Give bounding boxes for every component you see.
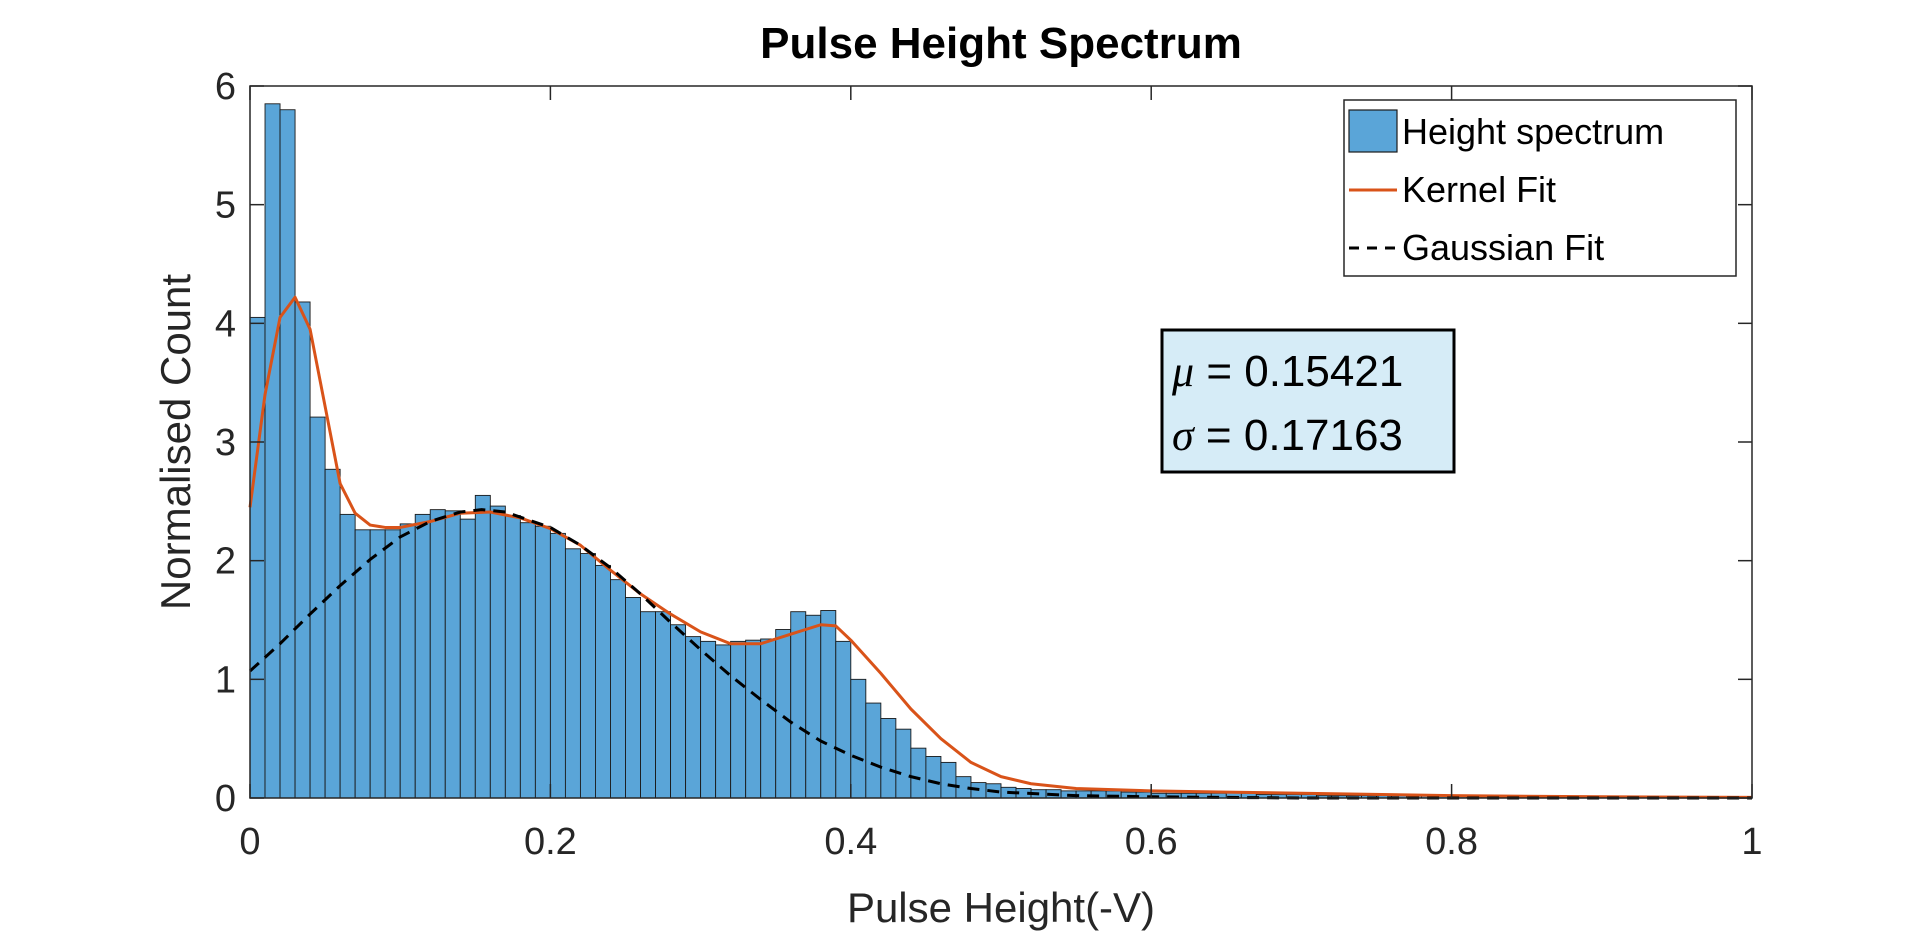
histogram-bar: [610, 579, 626, 799]
gaussian-fit-line: [248, 508, 1752, 800]
histogram-bar: [820, 610, 837, 799]
y-tick-label: 3: [215, 422, 236, 464]
histogram-bar: [850, 678, 867, 799]
histogram-bar: [835, 640, 852, 799]
legend-label-gaussian: Gaussian Fit: [1402, 227, 1604, 268]
chart-title: Pulse Height Spectrum: [760, 19, 1242, 68]
histogram-bar: [369, 529, 386, 799]
histogram-bar: [519, 522, 536, 799]
histogram-bar: [384, 529, 401, 799]
histogram-bar: [264, 103, 281, 799]
y-axis-ticks: 0 1 2 3 4 5 6: [215, 66, 1752, 820]
histogram-bar: [459, 518, 476, 799]
y-axis-label: Normalised Count: [152, 274, 199, 610]
mu-symbol: μ: [1171, 347, 1194, 396]
sigma-symbol: σ: [1172, 411, 1196, 460]
histogram-bar: [685, 636, 702, 799]
histogram-bar: [399, 523, 416, 799]
x-axis-ticks: 0 0.2 0.4 0.6 0.8 1: [239, 86, 1763, 863]
mu-annotation: μ = 0.15421: [1171, 347, 1403, 396]
mu-value: = 0.15421: [1194, 347, 1403, 396]
histogram-bar: [489, 505, 506, 799]
histogram-bar: [324, 468, 341, 799]
y-tick-label: 2: [215, 541, 236, 583]
histogram-bar: [925, 756, 942, 799]
histogram-bar: [760, 638, 777, 799]
histogram-bar: [339, 513, 356, 799]
legend-label-histogram: Height spectrum: [1402, 111, 1664, 152]
histogram-bar: [564, 548, 581, 799]
histogram-bar: [790, 611, 807, 799]
sigma-annotation: σ = 0.17163: [1172, 411, 1403, 460]
kernel-fit-line: [248, 295, 1753, 799]
x-tick-label: 0: [239, 821, 260, 863]
histogram-bar: [625, 597, 641, 799]
histogram-bar: [655, 611, 672, 799]
y-tick-label: 0: [215, 778, 236, 820]
histogram-bar: [579, 553, 596, 799]
x-tick-label: 0.2: [524, 821, 577, 863]
histogram-bar: [700, 640, 717, 799]
histogram-bar: [444, 510, 461, 799]
histogram-bar: [865, 702, 882, 799]
histogram-bar: [895, 728, 912, 799]
x-tick-label: 0.8: [1425, 821, 1478, 863]
histogram-bar: [745, 639, 762, 799]
histogram-bar: [880, 718, 897, 799]
histogram-bar: [595, 564, 611, 799]
histogram-bar: [640, 611, 656, 799]
fit-lines: [248, 295, 1753, 800]
histogram-bar: [504, 515, 521, 799]
histogram-bar: [940, 761, 957, 799]
histogram-bar: [534, 525, 551, 799]
x-axis-label: Pulse Height(-V): [847, 884, 1155, 931]
legend-box: [1343, 99, 1737, 277]
legend-swatch-histogram: [1348, 109, 1398, 153]
histogram-bar: [279, 109, 296, 799]
histogram-bar: [910, 747, 927, 799]
histogram-bar: [294, 301, 311, 799]
histogram-bar: [670, 624, 687, 799]
x-tick-label: 1: [1741, 821, 1762, 863]
stats-box: [1160, 328, 1456, 474]
histogram-bar: [249, 316, 266, 799]
histogram-bar: [429, 509, 446, 799]
sigma-value: = 0.17163: [1194, 411, 1403, 460]
histogram-bar: [549, 532, 566, 799]
histogram-bar: [414, 513, 431, 799]
y-tick-label: 6: [215, 66, 236, 108]
x-tick-label: 0.4: [824, 821, 877, 863]
y-tick-label: 4: [215, 303, 236, 345]
y-tick-label: 5: [215, 185, 236, 227]
histogram-bar: [730, 640, 747, 799]
x-tick-label: 0.6: [1125, 821, 1178, 863]
histogram-bar: [474, 494, 491, 799]
legend-label-kernel: Kernel Fit: [1402, 169, 1556, 210]
histogram-bar: [805, 614, 822, 799]
histogram-bar: [309, 416, 326, 799]
histogram-bar: [775, 629, 792, 799]
legend: Height spectrum Kernel Fit Gaussian Fit: [1343, 99, 1737, 277]
stats-annotation: μ = 0.15421 σ = 0.17163: [1160, 328, 1456, 474]
y-tick-label: 1: [215, 659, 236, 701]
